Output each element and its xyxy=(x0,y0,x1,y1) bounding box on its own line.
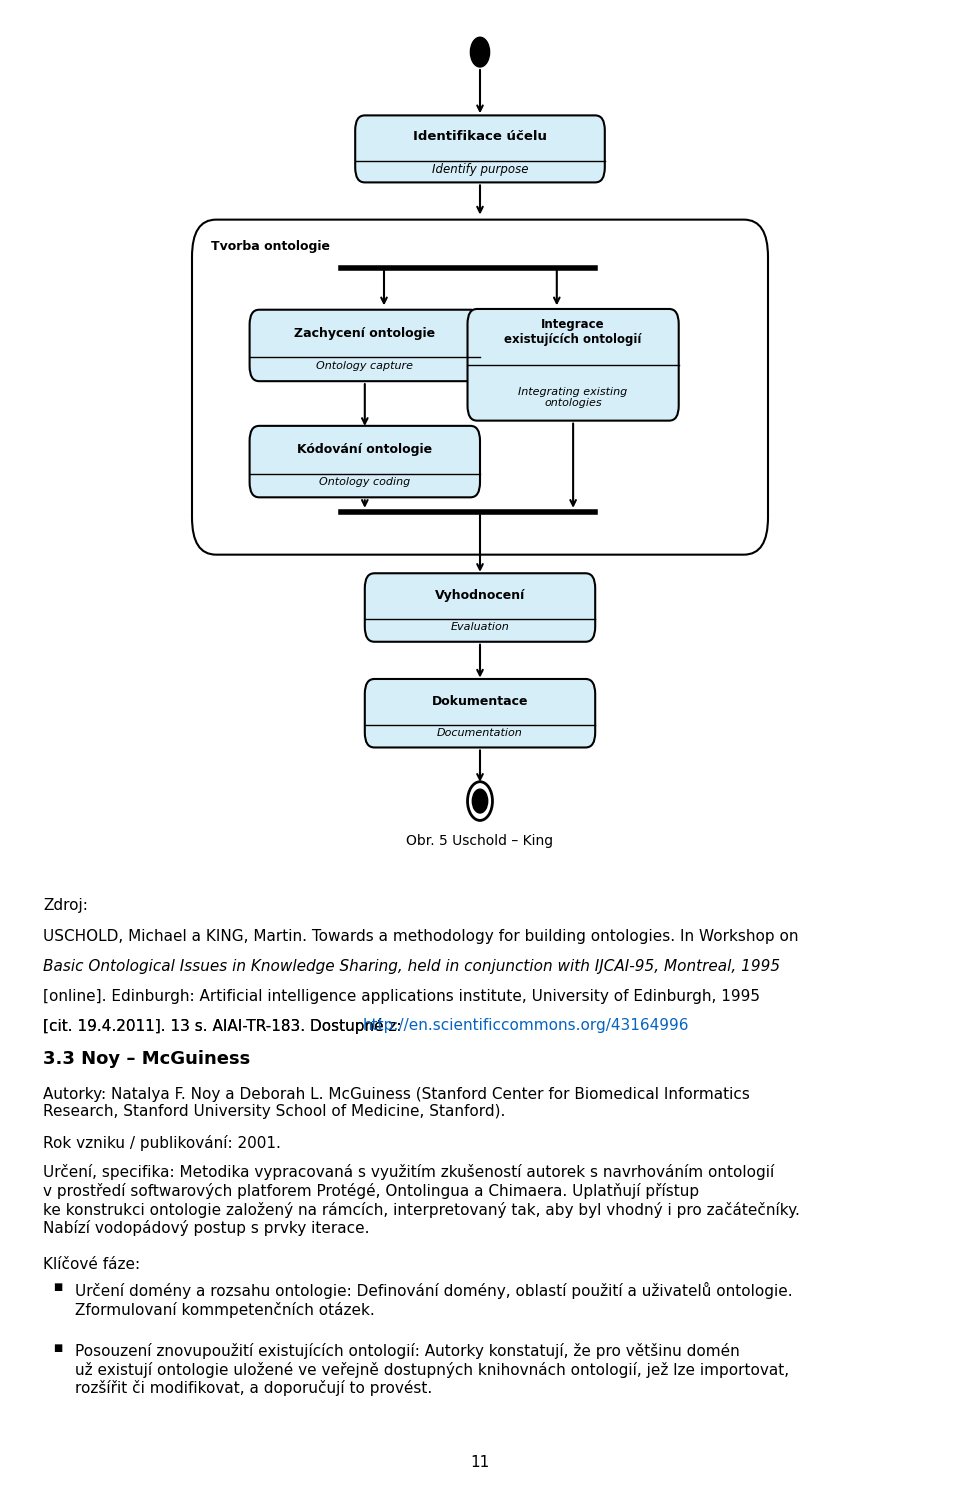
Text: Tvorba ontologie: Tvorba ontologie xyxy=(211,240,330,253)
FancyBboxPatch shape xyxy=(468,308,679,420)
Circle shape xyxy=(472,789,488,813)
Text: Rok vzniku / publikování: 2001.: Rok vzniku / publikování: 2001. xyxy=(43,1135,281,1151)
Text: Dokumentace: Dokumentace xyxy=(432,695,528,707)
Text: Evaluation: Evaluation xyxy=(450,622,510,631)
Text: Zdroj:: Zdroj: xyxy=(43,898,88,913)
FancyBboxPatch shape xyxy=(250,426,480,497)
Circle shape xyxy=(470,37,490,67)
Text: [online]. Edinburgh: Artificial intelligence applications institute, University : [online]. Edinburgh: Artificial intellig… xyxy=(43,989,760,1004)
Text: ■: ■ xyxy=(53,1282,62,1292)
Text: Identify purpose: Identify purpose xyxy=(432,164,528,176)
FancyBboxPatch shape xyxy=(355,115,605,182)
Text: Obr. 5 Uschold – King: Obr. 5 Uschold – King xyxy=(406,834,554,847)
Text: Kódování ontologie: Kódování ontologie xyxy=(298,444,432,456)
Text: Integrating existing
ontologies: Integrating existing ontologies xyxy=(518,387,628,408)
Text: Autorky: Natalya F. Noy a Deborah L. McGuiness (Stanford Center for Biomedical I: Autorky: Natalya F. Noy a Deborah L. McG… xyxy=(43,1087,750,1120)
Text: Integrace
existujících ontologií: Integrace existujících ontologií xyxy=(504,319,642,345)
Text: [cit. 19.4.2011]. 13 s. AIAI-TR-183. Dostupné z:: [cit. 19.4.2011]. 13 s. AIAI-TR-183. Dos… xyxy=(43,1018,407,1035)
Text: Vyhodnocení: Vyhodnocení xyxy=(435,590,525,602)
FancyBboxPatch shape xyxy=(365,679,595,747)
Text: Určení, specifika: Metodika vypracovaná s využitím zkušeností autorek s navrhová: Určení, specifika: Metodika vypracovaná … xyxy=(43,1164,800,1236)
FancyBboxPatch shape xyxy=(365,573,595,642)
Text: Posouzení znovupoužití existujících ontologií: Autorky konstatují, že pro většin: Posouzení znovupoužití existujících onto… xyxy=(75,1343,789,1397)
Text: [cit. 19.4.2011]. 13 s. AIAI-TR-183. Dostupné z:: [cit. 19.4.2011]. 13 s. AIAI-TR-183. Dos… xyxy=(43,1018,407,1035)
Text: Zachycení ontologie: Zachycení ontologie xyxy=(294,328,436,339)
FancyBboxPatch shape xyxy=(250,310,480,381)
Text: 11: 11 xyxy=(470,1455,490,1470)
Text: Basic Ontological Issues in Knowledge Sharing, held in conjunction with IJCAI-95: Basic Ontological Issues in Knowledge Sh… xyxy=(43,959,780,974)
Text: Ontology coding: Ontology coding xyxy=(319,478,411,487)
Text: USCHOLD, Michael a KING, Martin. Towards a methodology for building ontologies. : USCHOLD, Michael a KING, Martin. Towards… xyxy=(43,929,799,944)
Text: Ontology capture: Ontology capture xyxy=(316,362,414,371)
FancyBboxPatch shape xyxy=(192,219,768,554)
Text: 3.3 Noy – McGuiness: 3.3 Noy – McGuiness xyxy=(43,1050,251,1068)
Text: Určení domény a rozsahu ontologie: Definování domény, oblastí použití a uživatel: Určení domény a rozsahu ontologie: Defin… xyxy=(75,1282,793,1318)
Text: http://en.scientificcommons.org/43164996: http://en.scientificcommons.org/43164996 xyxy=(363,1018,689,1033)
Text: ■: ■ xyxy=(53,1343,62,1354)
Text: Klíčové fáze:: Klíčové fáze: xyxy=(43,1257,140,1272)
Text: Documentation: Documentation xyxy=(437,728,523,737)
Text: Identifikace účelu: Identifikace účelu xyxy=(413,131,547,143)
